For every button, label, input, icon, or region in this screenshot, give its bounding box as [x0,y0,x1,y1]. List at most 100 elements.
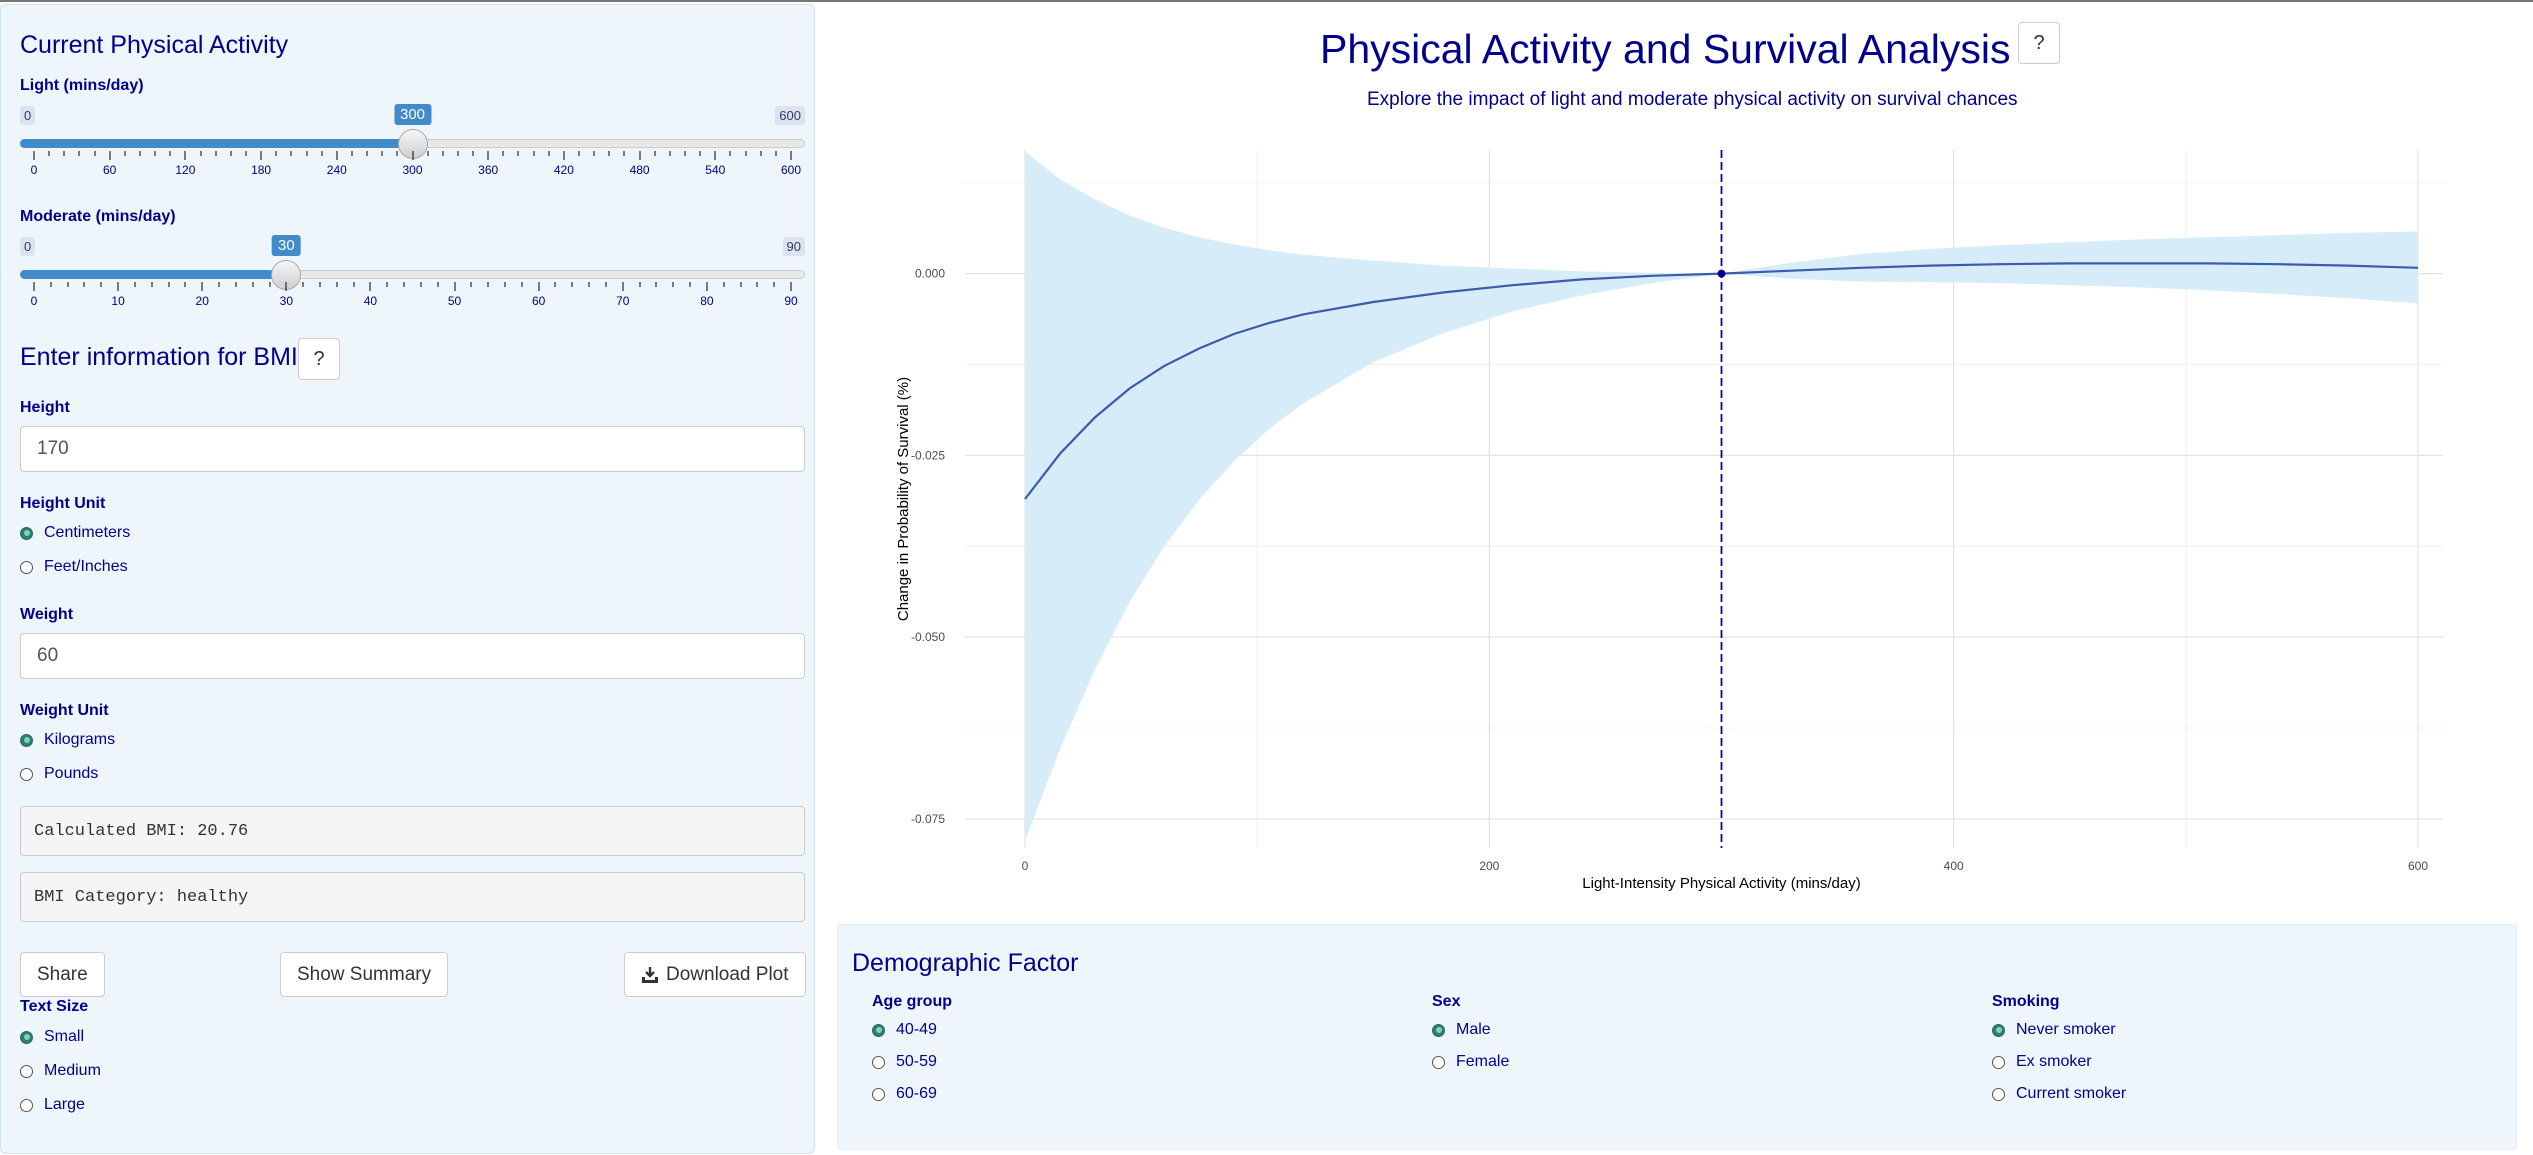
age-option-60-69[interactable]: 60-69 [872,1085,952,1103]
slider-minor-tick [63,151,65,156]
page-subtitle: Explore the impact of light and moderate… [1367,89,2018,110]
smoking-option-current[interactable]: Current smoker [1992,1085,2126,1103]
radio-selected-icon[interactable] [20,733,33,747]
bmi-help-button[interactable]: ? [298,338,340,380]
text-size-option-small[interactable]: Small [20,1028,84,1046]
slider-minor-tick [699,151,701,156]
text-size-option-large[interactable]: Large [20,1096,85,1114]
smoking-option-label: Current smoker [2016,1085,2127,1102]
slider-tick-label: 30 [279,294,294,308]
text-size-option-label: Large [44,1096,85,1113]
sex-option-label: Male [1456,1021,1491,1038]
weight-input[interactable] [20,633,805,679]
text-size-option-medium[interactable]: Medium [20,1062,101,1080]
radio-selected-icon[interactable] [872,1023,885,1037]
slider-minor-tick [756,282,758,287]
text-size-option-label: Small [44,1028,85,1045]
confidence-band [1025,151,2418,841]
moderate-slider[interactable]: 0 90 30 0 10 20 30 40 50 60 70 80 90 [20,235,805,347]
slider-major-tick [201,282,203,291]
radio-unselected-icon[interactable] [20,767,33,781]
slider-minor-tick [124,151,126,156]
weight-unit-option-pounds[interactable]: Pounds [20,765,98,783]
slider-minor-tick [48,151,50,156]
demographic-panel: Demographic Factor Age group 40-49 50-59… [837,924,2517,1150]
radio-unselected-icon[interactable] [872,1087,885,1101]
height-input[interactable] [20,426,805,472]
slider-major-tick [790,282,792,291]
slider-major-tick [369,282,371,291]
smoking-option-ex[interactable]: Ex smoker [1992,1053,2126,1071]
radio-unselected-icon[interactable] [872,1055,885,1069]
age-option-50-59[interactable]: 50-59 [872,1053,952,1071]
weight-unit-option-label: Kilograms [44,731,116,748]
slider-major-tick [33,151,35,160]
slider-major-tick [117,282,119,291]
height-unit-option-feet-inches[interactable]: Feet/Inches [20,558,128,576]
slider-tick-label: 360 [478,163,499,177]
radio-selected-icon[interactable] [20,526,33,540]
radio-unselected-icon[interactable] [20,1064,33,1078]
text-size-option-label: Medium [44,1062,101,1079]
radio-unselected-icon[interactable] [20,560,33,574]
slider-minor-tick [723,282,725,287]
slider-major-tick [260,151,262,160]
x-tick-label: 0 [1022,859,1029,873]
slider-minor-tick [396,151,398,156]
slider-minor-tick [50,282,52,287]
slider-major-tick [714,151,716,160]
slider-minor-tick [745,151,747,156]
radio-unselected-icon[interactable] [1992,1055,2005,1069]
slider-tick-label: 300 [402,163,423,177]
height-unit-option-label: Centimeters [44,524,131,541]
slider-tick-label: 0 [30,294,38,308]
height-unit-option-centimeters[interactable]: Centimeters [20,524,130,542]
slider-minor-tick [571,282,573,287]
radio-selected-icon[interactable] [1992,1023,2005,1037]
smoking-option-never[interactable]: Never smoker [1992,1021,2126,1039]
radio-selected-icon[interactable] [1432,1023,1445,1037]
slider-tick-label: 60 [531,294,546,308]
window-top-border [0,0,2533,2]
slider-minor-tick [760,151,762,156]
slider-minor-tick [218,282,220,287]
demographic-heading: Demographic Factor [852,949,1079,977]
radio-unselected-icon[interactable] [1432,1055,1445,1069]
slider-minor-tick [639,282,641,287]
slider-major-tick [336,151,338,160]
slider-minor-tick [269,282,270,287]
weight-unit-option-kilograms[interactable]: Kilograms [20,731,115,749]
light-slider[interactable]: 0 600 300 0 60 120 180 240 300 360 420 480 540 600 [20,104,805,216]
slider-minor-tick [775,151,777,156]
radio-selected-icon[interactable] [20,1030,33,1044]
slider-minor-tick [168,282,170,287]
slider-tick-label: 50 [447,294,462,308]
slider-minor-tick [290,151,292,156]
title-help-button[interactable]: ? [2018,22,2060,64]
slider-tick-label: 60 [103,163,117,177]
age-option-40-49[interactable]: 40-49 [872,1021,952,1039]
slider-minor-tick [548,151,550,156]
slider-minor-tick [593,151,595,156]
radio-unselected-icon[interactable] [1992,1087,2005,1101]
slider-minor-tick [420,282,422,287]
light-slider-fill [20,139,413,148]
download-plot-button[interactable]: Download Plot [624,952,806,997]
sex-option-male[interactable]: Male [1432,1021,1509,1039]
moderate-slider-fill [20,270,287,279]
height-unit-label: Height Unit [20,495,106,512]
slider-tick-label: 180 [251,163,272,177]
download-icon [642,966,658,983]
show-summary-button[interactable]: Show Summary [280,952,449,997]
slider-minor-tick [457,151,459,156]
height-unit-option-label: Feet/Inches [44,558,128,575]
slider-minor-tick [554,282,556,287]
slider-minor-tick [672,282,674,287]
slider-minor-tick [169,151,171,156]
light-slider-label: Light (mins/day) [20,77,144,94]
sex-option-female[interactable]: Female [1432,1053,1509,1071]
slider-major-tick [622,282,624,291]
radio-unselected-icon[interactable] [20,1098,33,1112]
slider-major-tick [790,151,792,160]
share-button[interactable]: Share [20,952,105,997]
